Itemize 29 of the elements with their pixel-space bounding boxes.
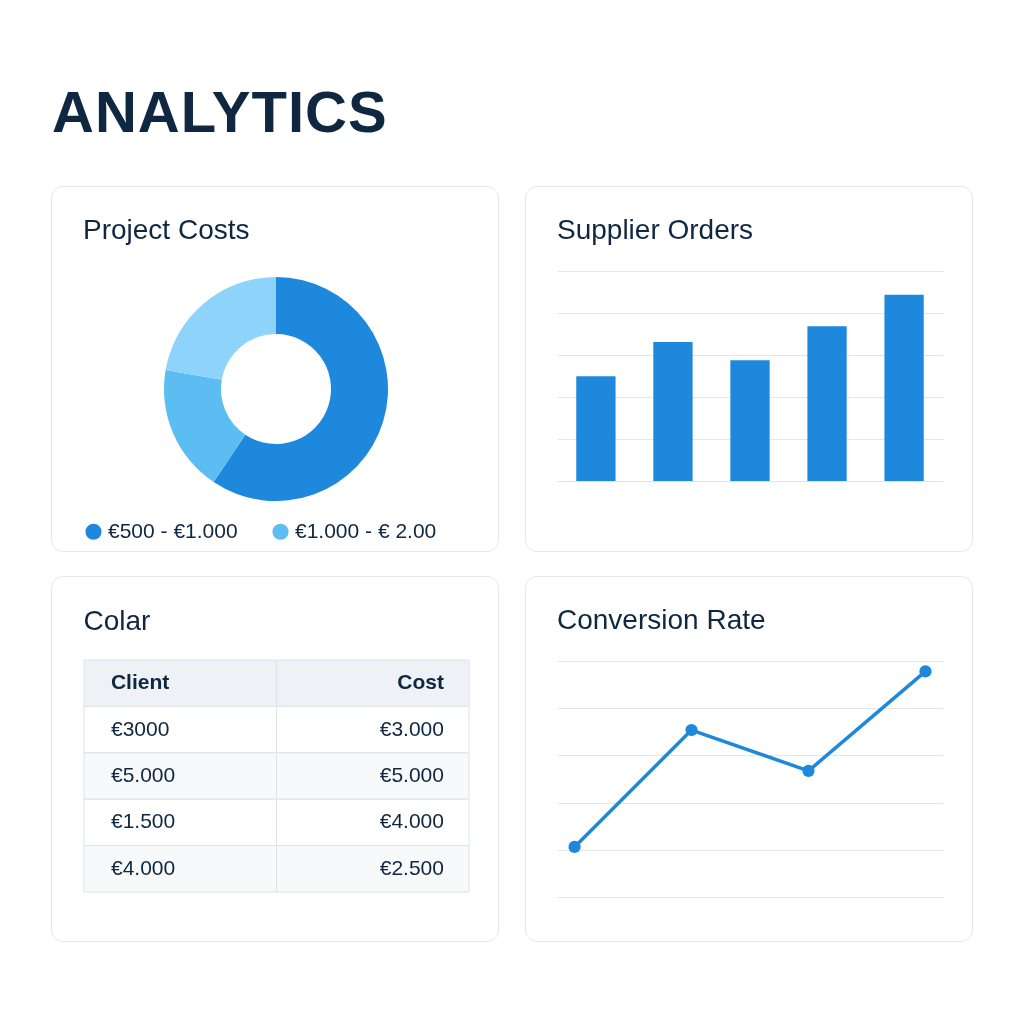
bar [807, 326, 847, 481]
point [568, 840, 581, 854]
text: €4.000 [379, 809, 444, 833]
text: €3.000 [379, 716, 444, 740]
bar [884, 294, 924, 481]
chart-title: Project Costs [83, 214, 250, 245]
donut-slice [165, 277, 276, 380]
text: €4.000 [110, 855, 176, 879]
point [685, 723, 698, 737]
point [802, 764, 815, 777]
text: €2.500 [379, 855, 444, 879]
text: €5.000 [110, 763, 176, 786]
point [919, 665, 932, 678]
text: €1.500 [110, 809, 176, 833]
text: €3000 [110, 716, 170, 740]
chart-title: Supplier Orders [557, 214, 754, 245]
text: Colar [83, 604, 151, 636]
donut-slice [213, 277, 388, 501]
bar [653, 342, 693, 481]
legend-label: €500 - €1.000 [108, 518, 238, 542]
text: €5.000 [379, 763, 444, 786]
legend-label: €1.000 - € 2.00 [295, 518, 437, 542]
donut-slice [164, 370, 246, 483]
text: ANALYTICS [52, 78, 388, 145]
bar [576, 376, 616, 481]
chart-title: Conversion Rate [557, 604, 766, 635]
bar [730, 360, 770, 481]
text: Client [110, 670, 170, 694]
text: Cost [397, 670, 444, 694]
